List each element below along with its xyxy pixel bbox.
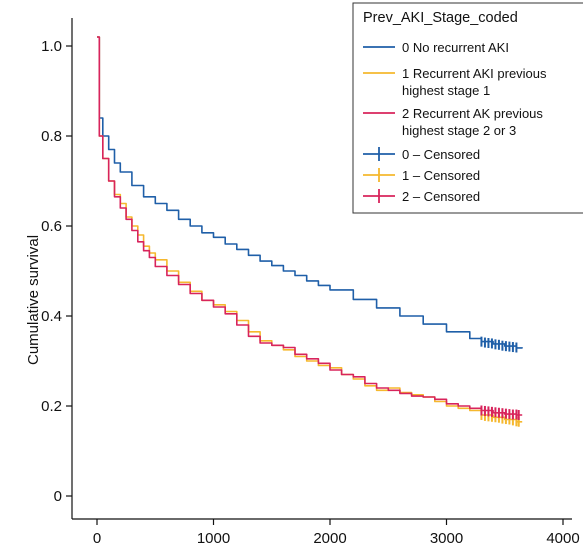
- plot-area: [97, 36, 523, 427]
- series-line-0: [97, 36, 523, 349]
- censor-group-0: [480, 336, 518, 353]
- legend-label: 2 Recurrent AK previous highest stage 2 o…: [402, 106, 543, 138]
- legend-title: Prev_AKI_Stage_coded: [363, 10, 518, 26]
- y-tick-label: 0.6: [41, 218, 62, 235]
- legend-label: 1 – Censored: [402, 168, 480, 183]
- legend-label: 0 – Censored: [402, 147, 480, 162]
- legend-item-0: 0 No recurrent AKI: [363, 40, 509, 55]
- y-tick-label: 0: [54, 488, 62, 505]
- censor-group-2: [480, 405, 520, 420]
- legend-item-2: 2 Recurrent AK previous highest stage 2 o…: [363, 106, 543, 138]
- axes: 0 1000 2000 3000 4000 0 0.2 0.4 0.6 0.8 1.0 Cumul…: [25, 18, 580, 547]
- legend-item-5: 2 – Censored: [363, 189, 480, 204]
- y-tick-label: 0.2: [41, 398, 62, 415]
- legend-box: [352, 2, 583, 214]
- x-tick-label: 4000: [546, 530, 579, 547]
- y-tick-label: 0.8: [41, 128, 62, 145]
- y-axis-title: Cumulative survival: [25, 235, 42, 365]
- legend-item-3: 0 – Censored: [363, 147, 480, 162]
- legend-item-4: 1 – Censored: [363, 168, 480, 183]
- x-ticks: 0 1000 2000 3000 4000: [93, 519, 580, 547]
- legend-entries: 0 No recurrent AKI 1 Recurrent AKI previo…: [363, 40, 547, 204]
- legend: Prev_AKI_Stage_coded 0 No recurrent AKI 1…: [352, 2, 583, 214]
- x-tick-label: 3000: [430, 530, 463, 547]
- legend-label: 0 No recurrent AKI: [402, 40, 509, 55]
- legend-item-1: 1 Recurrent AKI previous highest stage 1: [363, 66, 547, 98]
- x-tick-label: 2000: [313, 530, 346, 547]
- legend-label: 1 Recurrent AKI previous highest stage 1: [402, 66, 547, 98]
- series-line-2: [97, 36, 523, 416]
- y-tick-label: 1.0: [41, 38, 62, 55]
- y-ticks: 0 0.2 0.4 0.6 0.8 1.0: [41, 38, 72, 505]
- legend-label: 2 – Censored: [402, 189, 480, 204]
- x-tick-label: 1000: [197, 530, 230, 547]
- y-tick-label: 0.4: [41, 308, 62, 325]
- x-tick-label: 0: [93, 530, 101, 547]
